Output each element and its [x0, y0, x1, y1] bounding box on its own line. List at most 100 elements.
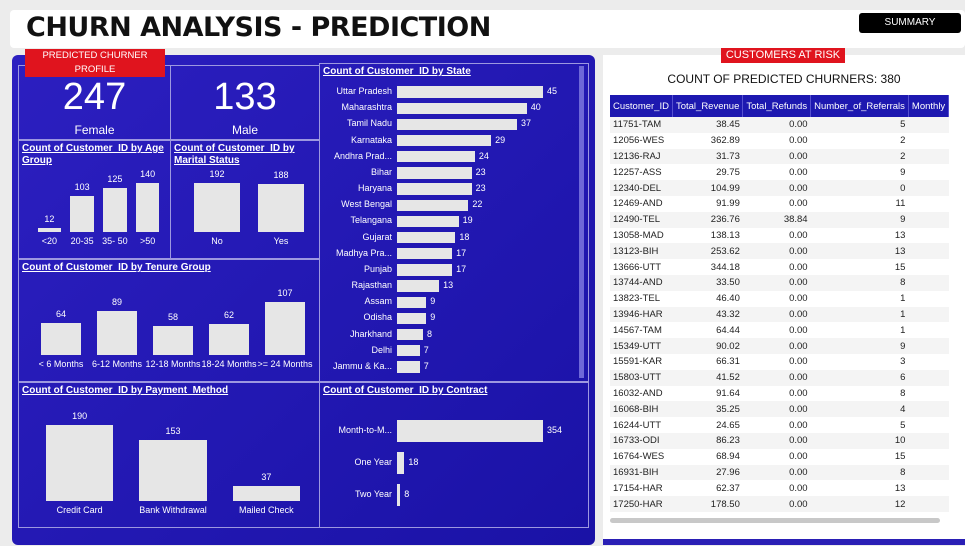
table-row: 15591-KAR 66.31 0.00 3: [610, 354, 949, 370]
table-cell: 41.52: [716, 372, 740, 384]
category-label: 18-24 Months: [201, 359, 257, 369]
bar: [397, 312, 427, 325]
table-cell: 0.00: [789, 229, 808, 241]
table-cell: [908, 228, 948, 244]
bar: [397, 215, 459, 228]
data-label: 8: [404, 489, 410, 499]
table-cell: 5: [900, 119, 906, 131]
category-label: Credit Card: [56, 505, 103, 515]
data-label: 192: [209, 169, 225, 179]
chart-title: Count of Customer_ID by Age Group: [22, 143, 164, 166]
table-cell: 12056-WES: [613, 135, 665, 147]
table-cell: [908, 117, 948, 133]
bar: [208, 324, 250, 355]
table-cell: 0.00: [789, 119, 808, 131]
data-label: 64: [55, 309, 66, 320]
risk-title: COUNT OF PREDICTED CHURNERS: 380: [667, 72, 901, 86]
table-cell: 14567-TAM: [613, 324, 662, 336]
category-label: Telangana: [350, 215, 392, 226]
chart-title: Count of Customer_ID by Marital Status: [174, 143, 295, 166]
table-cell: 35.25: [716, 403, 740, 415]
category-label: West Bengal: [341, 199, 392, 210]
data-label: 37: [261, 472, 272, 483]
table-cell: [908, 401, 948, 417]
chart-title: Count of Customer_ID by Contract: [323, 385, 488, 396]
column-header: Customer_ID: [610, 95, 673, 117]
category-label: One Year: [354, 457, 392, 467]
table-cell: 10: [894, 435, 906, 447]
bar: [397, 296, 427, 308]
table-row: 12136-RAJ 31.73 0.00 2: [610, 148, 949, 165]
table-row: 15803-UTT 41.52 0.00 6: [610, 369, 949, 386]
card-label: Male: [231, 123, 258, 137]
bar: [135, 183, 160, 232]
bar: [397, 419, 543, 443]
table-cell: [908, 433, 948, 449]
category-label: 6-12 Months: [91, 359, 143, 369]
table-cell: 0.00: [789, 277, 808, 289]
table-row: 16764-WES 68.94 0.00 15: [610, 449, 949, 465]
table-cell: 0.00: [789, 150, 808, 162]
table-cell: 1: [900, 293, 906, 305]
data-label: 190: [72, 411, 88, 421]
table-cell: 344.18: [710, 261, 740, 273]
age-chart: Count of Customer_ID by Age Group 12 <20 10…: [18, 140, 171, 259]
category-label: Assam: [364, 296, 392, 307]
table-cell: 62.37: [716, 482, 740, 494]
bar: [397, 167, 472, 179]
category-label: Tamil Nadu: [346, 118, 392, 129]
table-cell: 12490-TEL: [613, 214, 661, 226]
category-label: No: [211, 236, 223, 246]
card-label: Female: [74, 123, 115, 137]
table-cell: 13: [894, 482, 906, 494]
category-label: Jammu & Ka...: [332, 360, 392, 371]
table-cell: 12136-RAJ: [613, 150, 661, 162]
data-label: 17: [456, 263, 467, 274]
table-cell: 66.31: [716, 356, 740, 368]
bar: [257, 184, 305, 232]
table-cell: [908, 370, 948, 386]
table-cell: [908, 196, 948, 212]
table-row: 11751-TAM 38.45 0.00 5: [610, 117, 949, 133]
column-header: Number_of_Referrals: [810, 95, 909, 117]
table-cell: 15349-UTT: [613, 340, 662, 352]
table-cell: 0.00: [789, 451, 808, 463]
bar: [397, 361, 420, 373]
table-cell: [908, 259, 948, 275]
table-cell: 6: [900, 372, 906, 384]
table-cell: [908, 307, 948, 323]
category-label: Yes: [273, 236, 289, 246]
table-cell: 13823-TEL: [613, 293, 661, 305]
contract-chart: Count of Customer_ID by Contract Month-to…: [319, 382, 589, 528]
table-row: 13823-TEL 46.40 0.00 1: [610, 291, 949, 307]
table-cell: 138.13: [710, 229, 740, 241]
bar: [397, 118, 518, 131]
table-row: 17154-HAR 62.37 0.00 13: [610, 480, 949, 496]
table-cell: 16764-WES: [613, 451, 665, 463]
table-cell: 8: [900, 466, 906, 478]
category-label: Andhra Prad...: [333, 150, 392, 161]
category-label: Maharashtra: [341, 102, 392, 113]
scrollbar[interactable]: [579, 66, 584, 378]
payment-chart: Count of Customer_ID by Payment_Method 19…: [18, 382, 320, 528]
h-scrollbar[interactable]: [610, 518, 940, 523]
table-cell: [908, 164, 948, 180]
page-title: CHURN ANALYSIS - PREDICTION: [26, 12, 491, 43]
category-label: Delhi: [371, 344, 392, 355]
table-cell: 0.00: [789, 356, 808, 368]
table-cell: 16931-BIH: [613, 466, 659, 478]
table-cell: 9: [900, 166, 906, 178]
data-label: 188: [273, 170, 289, 181]
table-row: 12257-ASS 29.75 0.00 9: [610, 164, 949, 180]
summary-button[interactable]: SUMMARY: [859, 13, 961, 33]
table-cell: 8: [900, 387, 906, 399]
section-tag: CUSTOMERS AT RISK: [721, 48, 845, 63]
table-row: 16733-ODI 86.23 0.00 10: [610, 432, 949, 449]
table-row: 16032-AND 91.64 0.00 8: [610, 386, 949, 402]
table-cell: 1: [900, 324, 906, 336]
table-cell: 15: [894, 451, 906, 463]
table-cell: 15591-KAR: [613, 356, 663, 368]
table-cell: 178.50: [710, 498, 740, 510]
bar: [37, 227, 62, 232]
